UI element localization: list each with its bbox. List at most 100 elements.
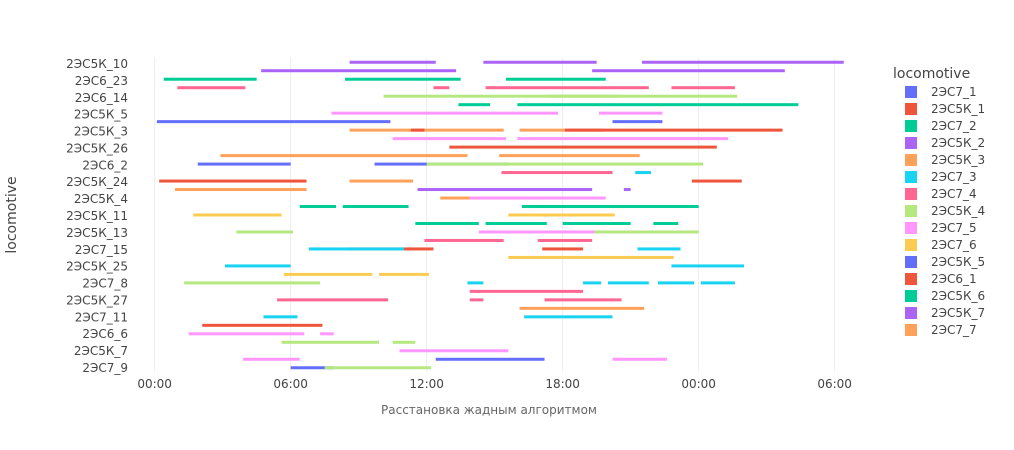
timeline-segment (653, 221, 679, 225)
legend-swatch (905, 273, 917, 285)
legend-entry-label: 2ЭС7_2 (931, 119, 977, 133)
timeline-segment (197, 162, 291, 166)
x-tick-label: 12:00 (409, 377, 444, 391)
y-tick-label: 2ЭС5К_25 (66, 260, 128, 274)
timeline-segment (506, 77, 606, 81)
x-tick-label: 00:00 (137, 377, 172, 391)
legend-entry-label: 2ЭС5К_5 (931, 255, 985, 269)
timeline-segment (236, 230, 293, 234)
x-tick-labels: 00:00 06:00 12:00 18:00 00:00 06:00 (137, 377, 852, 391)
timeline-segment (594, 230, 699, 234)
timeline-segment (508, 213, 615, 217)
timeline-segment (564, 128, 783, 132)
timeline-segment (163, 77, 257, 81)
legend-entry-label: 2ЭС5К_1 (931, 102, 985, 116)
timeline-segment (485, 221, 547, 225)
timeline-segment (156, 120, 391, 124)
timeline-segment (345, 77, 461, 81)
y-axis-title: locomotive (4, 176, 20, 253)
timeline-segment (261, 69, 457, 73)
timeline-segment (549, 94, 738, 98)
x-tick-label: 06:00 (817, 377, 852, 391)
timeline-segment (175, 188, 307, 192)
legend-entry-label: 2ЭС7_5 (931, 221, 977, 235)
timeline-segment (383, 94, 620, 98)
y-tick-label: 2ЭС5К_26 (66, 141, 128, 155)
timeline-segment (519, 306, 645, 310)
timeline-segment (277, 298, 389, 302)
timeline-segment (499, 154, 640, 158)
timeline-segment (399, 349, 509, 353)
y-tick-label: 2ЭС5К_24 (66, 175, 128, 189)
timeline-segment (521, 205, 699, 209)
legend-swatch (905, 256, 917, 268)
bar-layer (156, 60, 844, 370)
timeline-segment (331, 111, 559, 115)
timeline-segment (637, 247, 681, 251)
timeline-segment (392, 137, 506, 141)
timeline-segment (485, 86, 649, 90)
timeline-segment (263, 315, 298, 319)
grid-layer (154, 58, 836, 372)
timeline-segment (501, 171, 613, 175)
timeline-segment (623, 188, 631, 192)
legend-entry-label: 2ЭС6_1 (931, 272, 977, 286)
y-tick-label: 2ЭС7_11 (75, 310, 128, 324)
timeline-segment (342, 205, 409, 209)
timeline-segment (657, 281, 695, 285)
timeline-segment (642, 60, 844, 64)
timeline-segment (177, 86, 246, 90)
timeline-segment (159, 179, 307, 183)
timeline-segment (308, 247, 404, 251)
timeline-segment (608, 281, 649, 285)
x-tick-label: 06:00 (273, 377, 308, 391)
y-tick-labels: 2ЭС5К_10 2ЭС6_23 2ЭС6_14 2ЭС5К_5 2ЭС5К_3 2ЭС5… (66, 57, 128, 375)
timeline-segment (517, 103, 799, 107)
timeline-segment (691, 179, 742, 183)
timeline-segment (469, 196, 606, 200)
legend-entry-label: 2ЭС5К_6 (931, 289, 985, 303)
timeline-segment (349, 60, 436, 64)
timeline-segment (671, 86, 735, 90)
timeline-segment (700, 281, 735, 285)
timeline-segment (410, 128, 425, 132)
timeline-segment (349, 128, 504, 132)
timeline-segment (224, 264, 291, 268)
legend-entry-label: 2ЭС7_4 (931, 187, 977, 201)
legend-title: locomotive (893, 66, 970, 82)
timeline-segment (562, 221, 631, 225)
timeline-segment (424, 238, 504, 242)
legend-swatch (905, 171, 917, 183)
timeline-segment (583, 281, 602, 285)
legend-swatch (905, 239, 917, 251)
timeline-segment (524, 315, 613, 319)
legend-swatch (905, 120, 917, 132)
legend-swatch (905, 205, 917, 217)
timeline-segment (433, 86, 450, 90)
timeline-segment (299, 205, 336, 209)
timeline-segment (635, 171, 652, 175)
legend-entry-label: 2ЭС5К_3 (931, 153, 985, 167)
timeline-segment (435, 357, 545, 361)
y-tick-label: 2ЭС5К_10 (66, 57, 128, 71)
timeline-segment (517, 137, 729, 141)
timeline-segment (184, 281, 321, 285)
timeline-segment (188, 332, 305, 336)
timeline-segment (469, 289, 584, 293)
legend-swatch (905, 154, 917, 166)
y-tick-label: 2ЭС7_8 (82, 277, 128, 291)
legend-entry-label: 2ЭС5К_7 (931, 306, 985, 320)
y-tick-label: 2ЭС5К_7 (74, 344, 128, 358)
timeline-segment (544, 298, 622, 302)
timeline-segment (202, 323, 323, 327)
timeline-segment (469, 298, 484, 302)
timeline-segment (243, 357, 300, 361)
timeline-segment (324, 366, 432, 370)
y-tick-label: 2ЭС5К_13 (66, 226, 128, 240)
legend-swatch (905, 307, 917, 319)
timeline-segment (220, 154, 468, 158)
timeline-segment (592, 69, 785, 73)
timeline-segment (283, 272, 373, 276)
legend-entry-label: 2ЭС7_1 (931, 85, 977, 99)
